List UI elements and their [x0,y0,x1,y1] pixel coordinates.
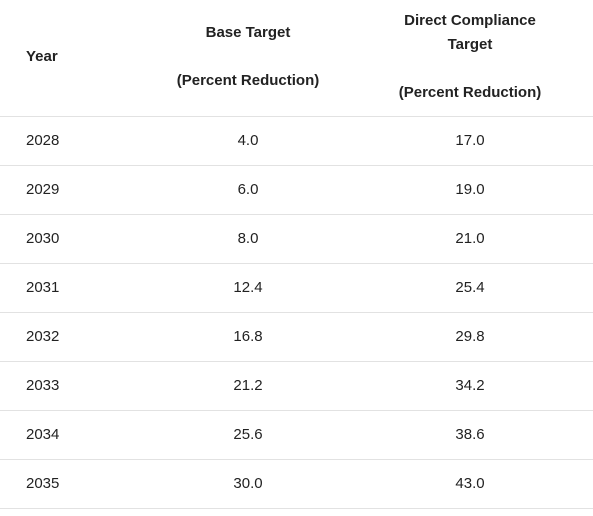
cell-base-target: 25.6 [233,426,263,443]
header-year: Year [26,48,58,65]
cell-direct-target: 34.2 [455,377,485,394]
cell-year: 2032 [26,328,60,345]
cell-base-target: 6.0 [237,181,259,198]
table-row: 2034 25.6 38.6 [0,411,593,460]
cell-base-target: 8.0 [237,230,259,247]
cell-year: 2031 [26,279,60,296]
table-header: Year Base Target (Percent Reduction) Dir… [0,0,593,117]
cell-direct-target: 19.0 [455,181,485,198]
header-base-target-title: Base Target [205,24,291,41]
cell-direct-target: 21.0 [455,230,485,247]
cell-direct-target: 25.4 [455,279,485,296]
table-row: 2033 21.2 34.2 [0,362,593,411]
cell-year: 2035 [26,475,60,492]
table-body: 2028 4.0 17.0 2029 6.0 19.0 2030 8.0 21.… [0,117,593,509]
cell-year: 2030 [26,230,60,247]
table-row: 2035 30.0 43.0 [0,460,593,509]
cell-direct-target: 43.0 [455,475,485,492]
cell-year: 2028 [26,132,60,149]
header-base-target-unit: (Percent Reduction) [176,72,320,89]
cell-year: 2034 [26,426,60,443]
cell-base-target: 12.4 [233,279,263,296]
header-direct-unit: (Percent Reduction) [398,84,542,101]
cell-direct-target: 29.8 [455,328,485,345]
header-direct-title-line1: Direct Compliance [404,12,536,29]
cell-direct-target: 17.0 [455,132,485,149]
cell-base-target: 4.0 [237,132,259,149]
cell-year: 2029 [26,181,60,198]
header-direct-title-line2: Target [447,36,493,53]
cell-direct-target: 38.6 [455,426,485,443]
cell-base-target: 30.0 [233,475,263,492]
table-row: 2030 8.0 21.0 [0,215,593,264]
table-row: 2029 6.0 19.0 [0,166,593,215]
cell-base-target: 16.8 [233,328,263,345]
cell-base-target: 21.2 [233,377,263,394]
table-row: 2032 16.8 29.8 [0,313,593,362]
table-row: 2028 4.0 17.0 [0,117,593,166]
table-row: 2031 12.4 25.4 [0,264,593,313]
cell-year: 2033 [26,377,60,394]
